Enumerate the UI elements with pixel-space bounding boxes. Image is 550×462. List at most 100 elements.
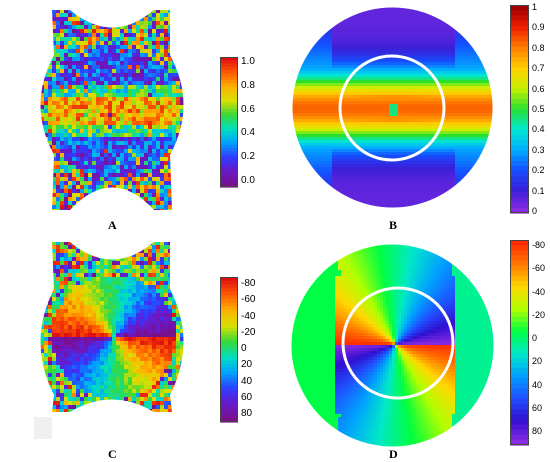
map-cell: [317, 11, 320, 14]
map-cell: [422, 47, 425, 50]
map-cell: [293, 89, 296, 92]
map-cell: [308, 53, 311, 56]
map-cell: [72, 125, 76, 129]
map-cell: [470, 98, 473, 101]
map-cell: [180, 205, 184, 209]
map-cell: [305, 53, 308, 56]
map-cell: [92, 153, 96, 157]
map-cell: [124, 93, 128, 97]
map-cell: [168, 33, 172, 37]
map-cell: [293, 35, 296, 38]
map-cell: [92, 21, 96, 25]
map-cell: [208, 65, 212, 69]
map-cell: [116, 145, 120, 149]
map-cell: [156, 81, 160, 85]
map-cell: [401, 32, 404, 35]
map-cell: [464, 41, 467, 44]
map-cell: [160, 201, 164, 205]
map-cell: [128, 45, 132, 49]
map-cell: [425, 56, 428, 59]
map-cell: [132, 193, 136, 197]
map-cell: [476, 95, 479, 98]
map-cell: [124, 209, 128, 210]
map-cell: [180, 109, 184, 113]
map-cell: [347, 89, 350, 92]
map-cell: [20, 37, 24, 41]
map-cell: [458, 80, 461, 83]
map-cell: [44, 161, 48, 165]
map-cell: [413, 68, 416, 71]
map-cell: [92, 17, 96, 21]
map-cell: [428, 53, 431, 56]
map-cell: [371, 41, 374, 44]
map-cell: [401, 7, 404, 8]
map-cell: [362, 77, 365, 80]
map-cell: [389, 20, 392, 23]
map-cell: [488, 7, 491, 8]
map-cell: [200, 89, 204, 93]
map-cell: [92, 169, 96, 173]
map-cell: [168, 101, 172, 105]
map-cell: [419, 83, 422, 86]
map-cell: [164, 37, 168, 41]
map-cell: [88, 197, 92, 201]
map-cell: [172, 185, 176, 189]
map-cell: [443, 56, 446, 59]
map-cell: [350, 101, 353, 104]
map-cell: [140, 29, 144, 33]
map-cell: [136, 157, 140, 161]
map-cell: [180, 165, 184, 169]
map-cell: [425, 62, 428, 65]
map-cell: [374, 59, 377, 62]
map-cell: [72, 161, 76, 165]
map-cell: [64, 153, 68, 157]
map-cell: [347, 47, 350, 50]
map-cell: [184, 81, 188, 85]
map-cell: [422, 74, 425, 77]
map-cell: [108, 113, 112, 117]
map-cell: [308, 56, 311, 59]
map-cell: [434, 7, 437, 8]
map-cell: [467, 7, 470, 8]
map-cell: [192, 177, 196, 181]
map-cell: [446, 68, 449, 71]
map-cell: [401, 35, 404, 38]
colorbar-swatch: [220, 151, 238, 156]
map-cell: [338, 35, 341, 38]
map-cell: [104, 17, 108, 21]
map-cell: [64, 49, 68, 53]
map-cell: [140, 197, 144, 201]
map-cell: [470, 80, 473, 83]
map-cell: [28, 85, 32, 89]
map-cell: [172, 193, 176, 197]
map-cell: [124, 73, 128, 77]
map-cell: [140, 129, 144, 133]
map-cell: [180, 21, 184, 25]
map-cell: [100, 193, 104, 197]
map-cell: [72, 213, 76, 217]
map-cell: [293, 56, 296, 59]
map-cell: [76, 133, 80, 137]
map-cell: [80, 121, 84, 125]
map-cell: [60, 197, 64, 201]
map-cell: [36, 117, 40, 121]
map-cell: [317, 14, 320, 17]
map-cell: [308, 68, 311, 71]
map-cell: [48, 53, 52, 57]
map-cell: [452, 47, 455, 50]
map-cell: [48, 213, 52, 217]
map-cell: [452, 50, 455, 53]
map-cell: [434, 98, 437, 101]
map-cell: [156, 185, 160, 189]
map-cell: [156, 101, 160, 105]
map-cell: [40, 77, 44, 81]
map-cell: [383, 29, 386, 32]
map-cell: [116, 5, 120, 9]
map-cell: [452, 59, 455, 62]
map-cell: [434, 83, 437, 86]
map-cell: [160, 5, 164, 9]
map-cell: [455, 11, 458, 14]
map-cell: [120, 149, 124, 153]
map-cell: [491, 35, 493, 38]
map-cell: [120, 129, 124, 133]
